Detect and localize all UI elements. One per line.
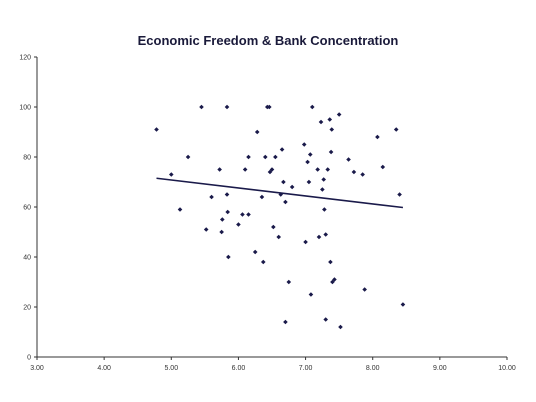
data-point bbox=[283, 199, 288, 205]
data-point bbox=[246, 154, 251, 160]
data-point bbox=[224, 104, 230, 110]
x-tick-label: 9.00 bbox=[433, 365, 447, 372]
data-point bbox=[260, 259, 266, 265]
trendline bbox=[156, 177, 404, 209]
data-point bbox=[278, 192, 284, 197]
data-point bbox=[329, 127, 335, 132]
data-point bbox=[346, 157, 351, 162]
x-tick-label: 7.00 bbox=[299, 365, 313, 372]
data-point bbox=[323, 317, 329, 322]
data-point bbox=[303, 239, 308, 245]
x-tick-label: 10.00 bbox=[498, 365, 516, 372]
data-point bbox=[279, 147, 285, 152]
data-point bbox=[286, 279, 292, 285]
data-point bbox=[199, 104, 204, 110]
data-point bbox=[252, 249, 258, 255]
data-point bbox=[323, 232, 329, 237]
data-point bbox=[259, 194, 265, 200]
chart-title: Economic Freedom & Bank Concentration bbox=[137, 33, 399, 48]
data-point bbox=[289, 184, 295, 190]
y-tick-label: 0 bbox=[27, 355, 31, 362]
data-point bbox=[281, 179, 286, 185]
data-point bbox=[393, 127, 399, 132]
y-tick-label: 60 bbox=[23, 205, 31, 212]
data-point bbox=[185, 154, 191, 160]
y-tick-label: 40 bbox=[23, 255, 31, 262]
data-point bbox=[305, 159, 310, 165]
data-point bbox=[309, 104, 315, 110]
data-point bbox=[224, 192, 230, 197]
data-point bbox=[276, 234, 282, 240]
data-point bbox=[219, 229, 224, 235]
x-axis-ticks: 3.00 4.00 5.00 6.00 7.00 8.00 9.00 10.00 bbox=[30, 357, 516, 372]
data-point bbox=[154, 127, 159, 132]
x-tick-label: 8.00 bbox=[366, 365, 380, 372]
data-point bbox=[330, 279, 335, 285]
data-point bbox=[338, 324, 343, 330]
data-point bbox=[269, 167, 275, 172]
data-point bbox=[225, 209, 230, 215]
data-point bbox=[242, 167, 248, 172]
data-point bbox=[315, 167, 320, 172]
data-point bbox=[380, 164, 386, 170]
data-point bbox=[322, 207, 327, 212]
data-point bbox=[283, 319, 288, 325]
data-point bbox=[328, 149, 334, 155]
data-point bbox=[271, 224, 276, 230]
data-point bbox=[226, 254, 231, 260]
data-point bbox=[400, 302, 406, 307]
data-point bbox=[308, 292, 314, 297]
x-tick-label: 5.00 bbox=[164, 365, 178, 372]
y-tick-label: 120 bbox=[19, 55, 31, 62]
data-point bbox=[236, 222, 241, 227]
data-point bbox=[301, 142, 307, 147]
data-point bbox=[327, 117, 333, 122]
data-point bbox=[273, 154, 278, 160]
data-point bbox=[332, 277, 337, 282]
data-points bbox=[154, 104, 406, 330]
data-point bbox=[306, 179, 312, 185]
data-point bbox=[336, 112, 342, 117]
data-point bbox=[209, 194, 214, 200]
data-point bbox=[375, 134, 380, 140]
data-point bbox=[325, 167, 331, 172]
x-tick-label: 3.00 bbox=[30, 365, 44, 372]
data-point bbox=[397, 192, 402, 197]
data-point bbox=[328, 259, 333, 265]
trendline-group bbox=[156, 177, 404, 209]
data-point bbox=[320, 187, 325, 192]
y-axis-ticks: 0 20 40 60 80 100 120 bbox=[19, 55, 37, 362]
data-point bbox=[360, 172, 365, 177]
data-point bbox=[318, 119, 324, 125]
data-point bbox=[262, 154, 268, 160]
data-point bbox=[321, 177, 326, 182]
x-tick-label: 6.00 bbox=[232, 365, 246, 372]
y-tick-label: 20 bbox=[23, 305, 31, 312]
data-point bbox=[246, 212, 251, 217]
data-point bbox=[240, 212, 245, 217]
data-point bbox=[217, 167, 222, 172]
data-point bbox=[307, 152, 313, 157]
data-point bbox=[351, 169, 357, 175]
data-point bbox=[177, 207, 183, 212]
y-tick-label: 80 bbox=[23, 155, 31, 162]
x-tick-label: 4.00 bbox=[97, 365, 111, 372]
y-tick-label: 100 bbox=[19, 105, 31, 112]
data-point bbox=[362, 287, 367, 292]
data-point bbox=[203, 227, 209, 232]
data-point bbox=[254, 129, 260, 135]
data-point bbox=[316, 234, 322, 240]
data-point bbox=[267, 104, 272, 110]
data-point bbox=[220, 217, 225, 222]
data-point bbox=[168, 172, 174, 177]
